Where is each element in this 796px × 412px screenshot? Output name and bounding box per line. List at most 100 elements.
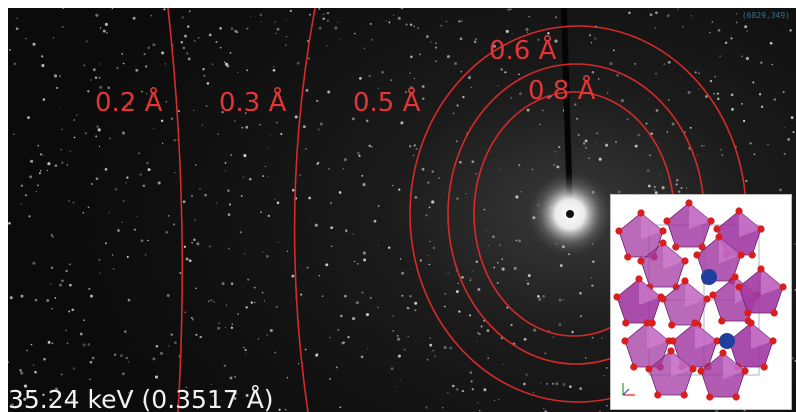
diffraction-spot — [425, 214, 428, 217]
oxygen-atom — [645, 365, 653, 373]
diffraction-spot — [487, 357, 489, 359]
diffraction-spot — [181, 16, 185, 19]
octahedron-face — [685, 281, 707, 307]
diffraction-spot — [329, 378, 331, 380]
diffraction-spot — [413, 144, 416, 147]
diffraction-spot — [408, 144, 412, 148]
diffraction-spot — [523, 337, 527, 341]
diffraction-spot — [116, 66, 119, 70]
diffraction-spot — [13, 133, 15, 135]
diffraction-spot — [154, 375, 159, 379]
diffraction-spot — [15, 27, 19, 31]
diffraction-spot — [209, 404, 212, 407]
diffraction-spot — [362, 183, 366, 187]
diffraction-spot — [274, 21, 276, 23]
diffraction-spot — [421, 85, 425, 88]
diffraction-spot — [173, 139, 176, 142]
diffraction-spot — [356, 151, 360, 155]
diffraction-spot — [655, 11, 658, 15]
diffraction-spot — [37, 184, 39, 187]
diffraction-spot — [528, 16, 530, 18]
diffraction-spot — [250, 301, 254, 304]
diffraction-spot — [38, 172, 41, 175]
diffraction-spot — [397, 16, 401, 20]
diffraction-spot — [497, 398, 500, 401]
diffraction-spot — [112, 268, 115, 270]
diffraction-spot — [721, 154, 724, 157]
oxygen-atom — [770, 309, 778, 317]
diffraction-spot — [213, 301, 215, 303]
diffraction-spot — [449, 346, 453, 350]
diffraction-spot — [446, 55, 450, 58]
diffraction-spot — [272, 65, 275, 68]
diffraction-spot — [294, 115, 298, 119]
diffraction-spot — [278, 408, 281, 411]
diffraction-spot — [188, 10, 191, 13]
diffraction-spot — [285, 18, 287, 20]
diffraction-spot — [343, 158, 347, 162]
diffraction-spot — [199, 188, 201, 190]
oxygen-atom — [637, 257, 645, 265]
diffraction-spot — [147, 239, 149, 242]
diffraction-spot — [208, 33, 212, 37]
diffraction-spot — [94, 76, 98, 79]
diffraction-spot — [647, 98, 649, 100]
diffraction-spot — [143, 53, 146, 56]
diffraction-spot — [358, 154, 361, 157]
diffraction-spot — [677, 8, 679, 10]
diffraction-spot — [42, 393, 45, 397]
diffraction-spot — [248, 177, 252, 181]
diffraction-spot — [571, 330, 574, 334]
diffraction-spot — [591, 284, 594, 287]
diffraction-spot — [185, 386, 188, 388]
diffraction-spot — [85, 40, 88, 43]
oxygen-atom — [741, 367, 749, 375]
diffraction-spot — [405, 91, 407, 93]
diffraction-spot — [69, 283, 72, 287]
ring-label-0-5: 0.5 Å — [353, 88, 421, 118]
diffraction-spot — [472, 270, 474, 272]
diffraction-spot — [194, 219, 196, 221]
diffraction-spot — [291, 274, 295, 278]
diffraction-spot — [297, 363, 300, 365]
diffraction-spot — [579, 387, 583, 391]
diffraction-spot — [308, 57, 310, 60]
diffraction-spot — [443, 345, 447, 350]
diffraction-spot — [51, 308, 53, 310]
diffraction-spot — [160, 119, 164, 123]
diffraction-spot — [453, 61, 458, 66]
diffraction-spot — [89, 378, 91, 381]
crystal-structure-image — [611, 195, 791, 409]
diffraction-spot — [677, 190, 681, 193]
diffraction-spot — [96, 125, 99, 128]
diffraction-spot — [174, 172, 176, 174]
diffraction-spot — [634, 144, 638, 148]
diffraction-spot — [111, 254, 114, 256]
diffraction-spot — [54, 164, 58, 167]
diffraction-spot — [409, 23, 413, 26]
diffraction-spot — [414, 309, 417, 312]
diffraction-spot — [377, 306, 379, 309]
octahedra-group — [613, 199, 787, 401]
image-id-text: (6829,349) — [741, 11, 790, 20]
ring-label-0-6: 0.6 Å — [489, 36, 557, 66]
diffraction-spot — [276, 201, 280, 205]
oxygen-atom — [630, 363, 638, 371]
diffraction-spot — [460, 70, 463, 73]
diffraction-spot — [653, 185, 656, 188]
diffraction-spot — [716, 92, 719, 95]
diffraction-spot — [609, 62, 613, 66]
diffraction-spot — [31, 391, 33, 393]
diffraction-spot — [445, 20, 448, 23]
diffraction-spot — [95, 135, 98, 138]
diffraction-spot — [552, 336, 555, 339]
diffraction-spot — [244, 112, 247, 114]
diffraction-spot — [709, 31, 711, 34]
diffraction-spot — [427, 181, 430, 184]
oxygen-atom — [691, 319, 699, 327]
diffraction-spot — [447, 272, 449, 274]
diffraction-spot — [537, 38, 540, 42]
diffraction-spot — [414, 77, 416, 80]
diffraction-spot — [519, 92, 522, 96]
diffraction-spot — [90, 79, 92, 81]
